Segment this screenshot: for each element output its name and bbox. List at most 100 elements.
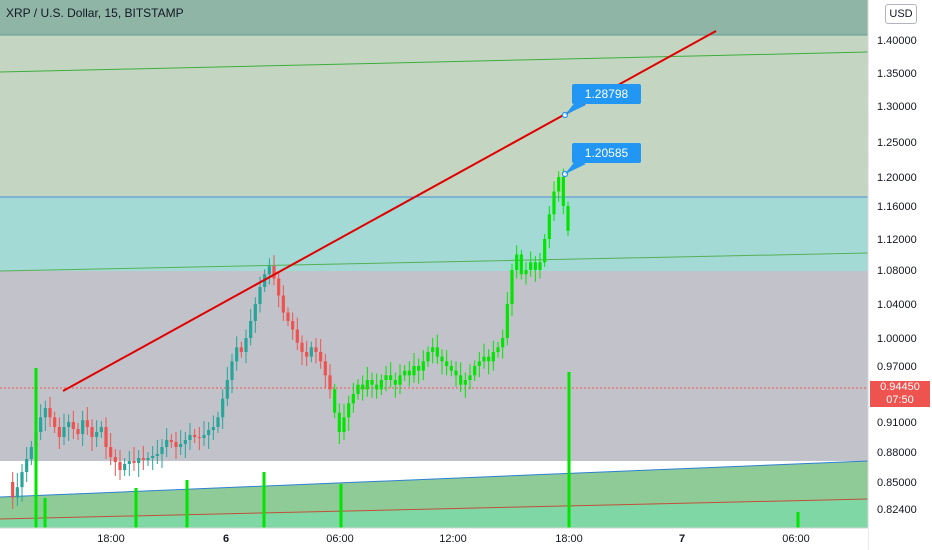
- y-tick-label: 0.82400: [877, 504, 917, 516]
- candle-body: [286, 312, 290, 321]
- candle-body: [235, 347, 239, 362]
- candle-body: [165, 440, 169, 447]
- candle-body: [132, 461, 136, 463]
- x-tick-label: 12:00: [439, 533, 467, 545]
- candle-body: [445, 361, 449, 366]
- chart-title: XRP / U.S. Dollar, 15, BITSTAMP: [6, 6, 184, 20]
- candle-body: [510, 270, 514, 304]
- candle-body: [127, 461, 131, 464]
- candle-body: [118, 462, 122, 470]
- candle-body: [459, 375, 463, 385]
- volume-bar: [134, 488, 138, 528]
- price-axis[interactable]: 1.40000 1.35000 1.30000 1.25000 1.20000 1.160…: [867, 0, 932, 550]
- candle-body: [123, 464, 127, 470]
- candle-body: [160, 447, 164, 454]
- candle-body: [417, 366, 421, 371]
- candle-body: [29, 447, 33, 459]
- candle-body: [379, 380, 383, 390]
- current-price-value: 0.94450: [880, 381, 920, 393]
- candle-body: [449, 366, 453, 371]
- candle-body: [412, 366, 416, 376]
- candle-body: [211, 427, 215, 430]
- band-top: [0, 0, 868, 35]
- candle-body: [20, 472, 24, 488]
- candle-body: [305, 352, 309, 357]
- candle-body: [15, 487, 19, 498]
- candle-body: [76, 429, 80, 434]
- volume-bar: [567, 372, 571, 528]
- candle-body: [309, 347, 313, 357]
- candle-body: [225, 380, 229, 399]
- volume-bar: [796, 512, 800, 528]
- volume-bar: [34, 368, 38, 528]
- candle-body: [197, 437, 201, 438]
- candle-body: [431, 347, 435, 352]
- y-tick-label: 1.35000: [877, 68, 917, 80]
- channel-line-green-upper: [0, 51, 869, 73]
- callout-pointer-2: [565, 160, 586, 174]
- candle-body: [529, 262, 533, 270]
- candle-body: [295, 329, 299, 343]
- candle-body: [230, 361, 234, 380]
- candle-body: [323, 361, 327, 376]
- candle-body: [454, 370, 458, 376]
- y-tick-label: 0.85000: [877, 477, 917, 489]
- candle-body: [253, 304, 257, 321]
- volume-group: [34, 368, 800, 528]
- candle-body: [67, 422, 71, 427]
- band-upper: [0, 35, 868, 197]
- candle-body: [389, 375, 393, 380]
- candle-body: [407, 370, 411, 376]
- candle-body: [426, 352, 430, 362]
- y-tick-label: 1.12000: [877, 234, 917, 246]
- currency-button[interactable]: USD: [885, 4, 917, 24]
- candle-body: [155, 454, 159, 456]
- candle-body: [491, 352, 495, 362]
- candle-body: [361, 384, 365, 390]
- price-axis-bg: [868, 0, 932, 550]
- candle-body: [146, 458, 150, 460]
- candle-body: [291, 321, 295, 330]
- candle-body: [314, 347, 318, 352]
- candle-body: [169, 440, 173, 442]
- candle-body: [272, 266, 276, 279]
- candle-body: [239, 347, 243, 352]
- candle-body: [393, 380, 397, 385]
- candle-body: [71, 422, 75, 429]
- candle-body: [11, 482, 15, 498]
- candle-body: [193, 435, 197, 437]
- volume-bar: [262, 472, 266, 528]
- trendline-price-callout[interactable]: 1.28798: [572, 84, 641, 104]
- candle-body: [538, 262, 542, 270]
- band-gray: [0, 271, 868, 461]
- candle-body: [365, 380, 369, 390]
- candle-body: [487, 356, 491, 362]
- candle-body: [249, 321, 253, 338]
- candle-body: [333, 389, 337, 413]
- candle-body: [421, 361, 425, 371]
- candle-body: [281, 295, 285, 313]
- volume-bar: [43, 498, 47, 528]
- candle-body: [356, 384, 360, 394]
- candle-body: [81, 420, 85, 434]
- candle-body: [99, 427, 103, 432]
- y-tick-label: 1.20000: [877, 172, 917, 184]
- candle-body: [473, 366, 477, 376]
- candle-body: [25, 459, 29, 472]
- candle-body: [477, 361, 481, 366]
- candle-body: [183, 440, 187, 444]
- candle-body: [43, 408, 47, 418]
- high-price-callout[interactable]: 1.20585: [572, 143, 641, 163]
- band-lime: [0, 499, 868, 528]
- candle-body: [267, 266, 271, 275]
- candle-body: [496, 347, 500, 352]
- time-axis[interactable]: 18:00 6 06:00 12:00 18:00 7 06:00: [0, 527, 868, 550]
- candle-body: [179, 444, 183, 447]
- candle-body: [244, 338, 248, 352]
- channel-line-green-mid: [0, 252, 869, 272]
- y-tick-label: 0.91000: [877, 417, 917, 429]
- candle-body: [384, 375, 388, 380]
- time-axis-bg: [0, 528, 868, 550]
- candle-body: [174, 442, 178, 447]
